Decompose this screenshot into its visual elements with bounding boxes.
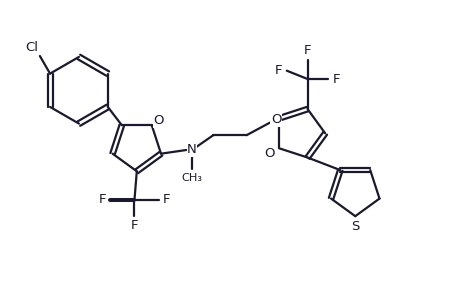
Text: F: F: [275, 64, 282, 77]
Text: O: O: [271, 113, 282, 126]
Text: Cl: Cl: [25, 41, 38, 54]
Text: F: F: [98, 193, 106, 206]
Text: O: O: [264, 147, 275, 160]
Text: F: F: [163, 193, 171, 206]
Text: S: S: [351, 220, 359, 233]
Text: F: F: [304, 44, 311, 57]
Text: F: F: [333, 73, 341, 86]
Text: CH₃: CH₃: [182, 173, 203, 183]
Text: F: F: [131, 219, 138, 232]
Text: O: O: [154, 114, 164, 127]
Text: N: N: [187, 144, 197, 156]
